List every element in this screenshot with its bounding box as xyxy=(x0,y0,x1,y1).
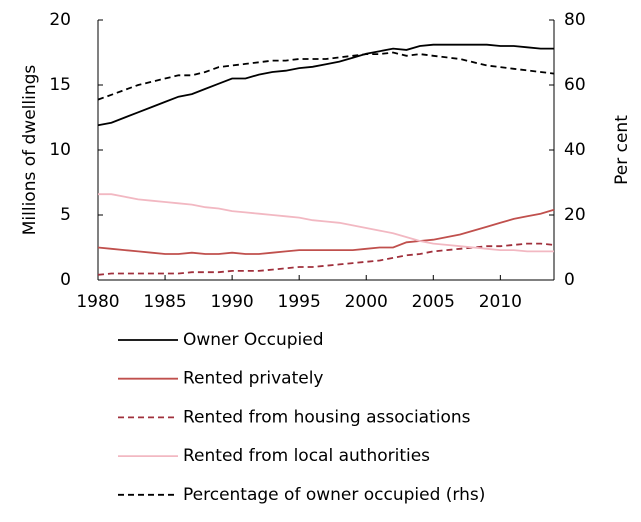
series-line xyxy=(98,193,554,253)
series-line xyxy=(97,51,555,101)
legend-label: Rented from local authorities xyxy=(183,446,430,466)
x-tick-label: 2000 xyxy=(345,292,388,312)
legend-label: Rented from housing associations xyxy=(183,407,471,427)
x-tick-label: 2010 xyxy=(479,292,522,312)
y2-tick-label: 40 xyxy=(564,140,586,160)
x-tick-label: 1980 xyxy=(76,292,119,312)
legend-label: Owner Occupied xyxy=(183,330,324,350)
y-tick-label: 10 xyxy=(49,140,71,160)
legend-label: Rented privately xyxy=(183,369,324,389)
x-tick-label: 1990 xyxy=(210,292,253,312)
y-axis-label: Millions of dwellings xyxy=(20,65,40,236)
y2-tick-label: 0 xyxy=(564,270,575,290)
y-tick-label: 0 xyxy=(60,270,71,290)
series-line xyxy=(97,208,555,255)
y-tick-label: 15 xyxy=(49,75,71,95)
series-line xyxy=(97,43,554,127)
y-tick-label: 20 xyxy=(49,10,71,30)
y2-axis-label: Per cent xyxy=(612,115,632,185)
x-tick-label: 2005 xyxy=(412,292,455,312)
y-tick-label: 5 xyxy=(60,205,71,225)
y2-tick-label: 20 xyxy=(564,205,586,225)
legend-label: Percentage of owner occupied (rhs) xyxy=(183,485,485,505)
x-tick-label: 1985 xyxy=(143,292,186,312)
y2-tick-label: 80 xyxy=(564,10,586,30)
y2-tick-label: 60 xyxy=(564,75,586,95)
x-tick-label: 1995 xyxy=(278,292,321,312)
